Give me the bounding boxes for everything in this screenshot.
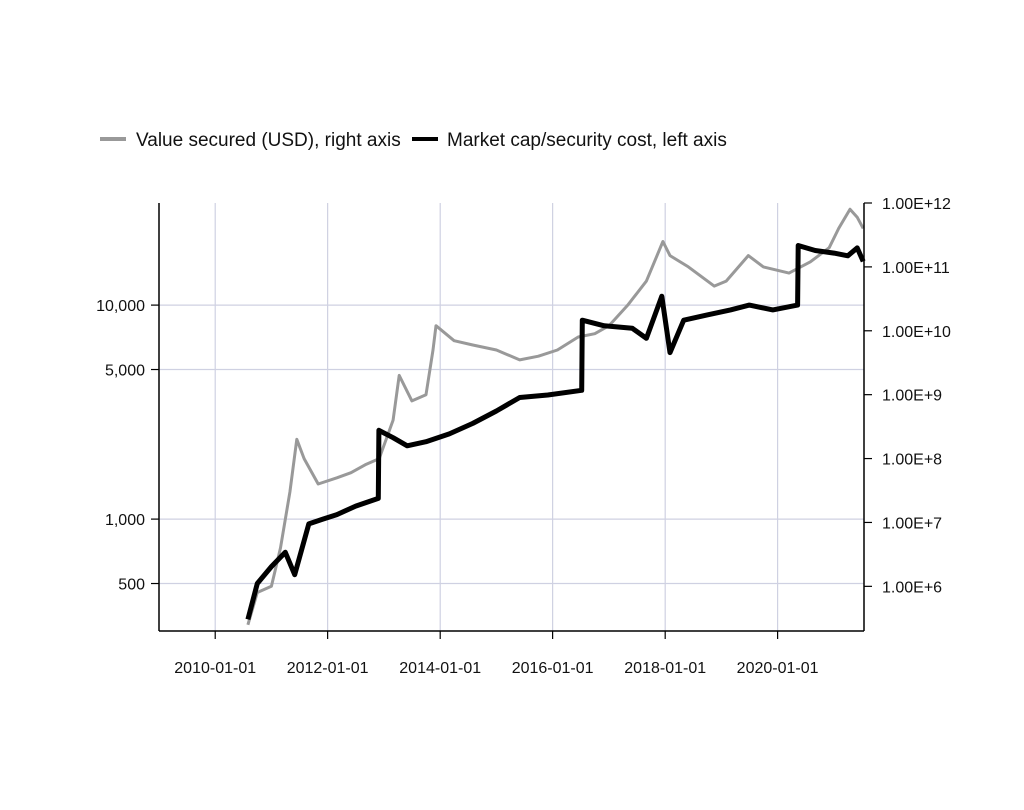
right-tick-label: 1.00E+7 [882, 515, 942, 532]
right-tick-label: 1.00E+12 [882, 196, 951, 213]
series-layer [245, 207, 866, 626]
left-tick-label: 500 [118, 577, 145, 594]
x-tick-label: 2010-01-01 [174, 660, 256, 677]
gridlines [159, 203, 864, 631]
x-tick-label: 2018-01-01 [624, 660, 706, 677]
legend: Value secured (USD), right axis Market c… [100, 130, 727, 151]
legend-label-market-cap: Market cap/security cost, left axis [447, 130, 727, 151]
x-tick-label: 2014-01-01 [399, 660, 481, 677]
right-tick-label: 1.00E+6 [882, 579, 942, 596]
x-tick-label: 2020-01-01 [737, 660, 819, 677]
series-line-value-secured [246, 207, 865, 626]
left-tick-label: 1,000 [105, 512, 145, 529]
tick-layer: 2010-01-01 2012-01-01 2014-01-01 2016-01-01… [96, 196, 951, 677]
x-tick-label: 2012-01-01 [287, 660, 369, 677]
right-tick-label: 1.00E+8 [882, 452, 942, 469]
axes [158, 203, 865, 632]
left-tick-label: 5,000 [105, 363, 145, 380]
left-tick-label: 10,000 [96, 298, 145, 315]
x-tick-label: 2016-01-01 [512, 660, 594, 677]
legend-label-value-secured: Value secured (USD), right axis [136, 130, 401, 151]
right-tick-label: 1.00E+11 [882, 260, 950, 277]
right-tick-label: 1.00E+9 [882, 388, 942, 405]
series-line-market-cap [245, 243, 866, 621]
right-tick-label: 1.00E+10 [882, 324, 951, 341]
